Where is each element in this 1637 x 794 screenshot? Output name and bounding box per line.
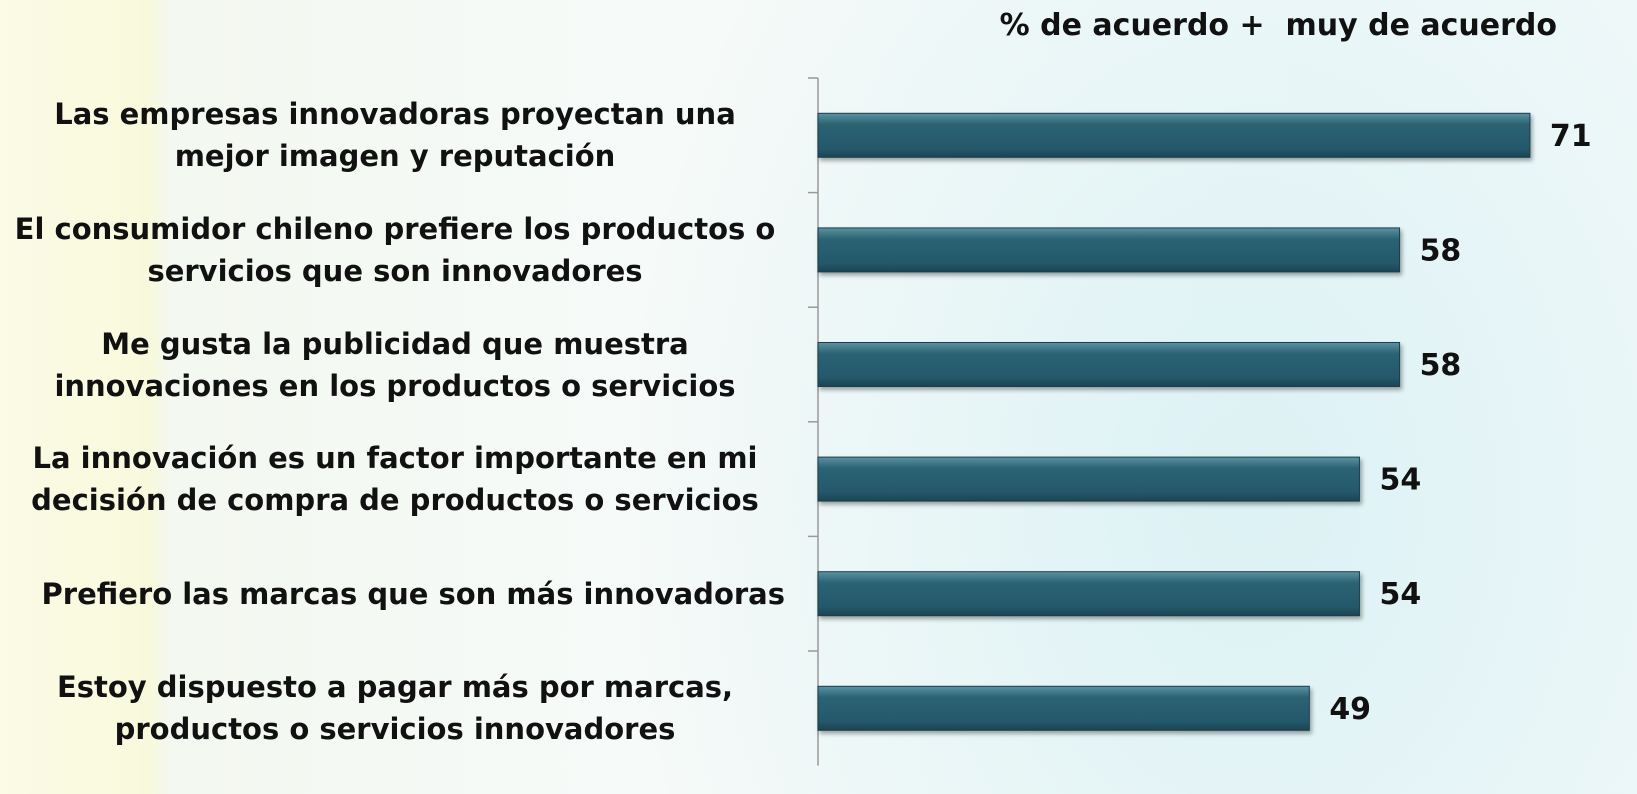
category-label-box: Estoy dispuesto a pagar más por marcas, … xyxy=(0,651,785,765)
chart-title: % de acuerdo + muy de acuerdo xyxy=(999,8,1557,43)
category-label: Me gusta la publicidad que muestra innov… xyxy=(54,326,736,403)
value-label: 71 xyxy=(1550,119,1592,154)
bar xyxy=(817,342,1401,387)
category-label: Las empresas innovadoras proyectan una m… xyxy=(54,97,736,174)
bar xyxy=(817,685,1310,731)
bar xyxy=(817,456,1360,502)
category-label: El consumidor chileno prefiere los produ… xyxy=(14,211,776,288)
bar xyxy=(817,227,1401,273)
category-label-box: La innovación es un factor importante en… xyxy=(0,422,785,536)
value-label: 58 xyxy=(1420,233,1462,268)
category-label-box: Me gusta la publicidad que muestra innov… xyxy=(0,308,785,422)
value-label: 58 xyxy=(1420,348,1462,383)
value-label: 49 xyxy=(1329,692,1371,727)
bar xyxy=(817,112,1531,158)
category-label: Estoy dispuesto a pagar más por marcas, … xyxy=(56,670,734,747)
category-label-box: Prefiero las marcas que son más innovado… xyxy=(0,537,785,651)
category-label: Prefiero las marcas que son más innovado… xyxy=(41,576,785,611)
category-label: La innovación es un factor importante en… xyxy=(31,441,759,518)
category-label-box: El consumidor chileno prefiere los produ… xyxy=(0,193,785,307)
category-label-box: Las empresas innovadoras proyectan una m… xyxy=(0,78,785,192)
value-label: 54 xyxy=(1379,463,1421,498)
value-label: 54 xyxy=(1379,577,1421,612)
bar xyxy=(817,571,1360,617)
